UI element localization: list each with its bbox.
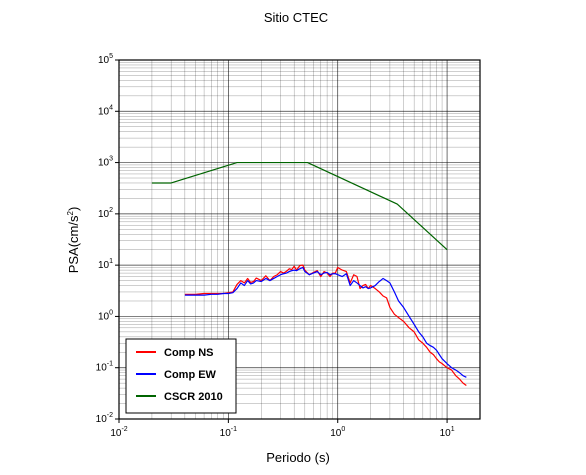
legend: Comp NS Comp EW CSCR 2010 <box>125 338 237 414</box>
y-tick-label: 103 <box>98 156 113 169</box>
x-tick-label: 10-2 <box>110 426 127 439</box>
x-tick-label: 10-1 <box>220 426 237 439</box>
legend-label-comp-ns: Comp NS <box>164 347 214 359</box>
y-tick-label: 10-1 <box>96 361 113 374</box>
series-group <box>151 161 467 386</box>
y-tick-label: 105 <box>98 53 113 66</box>
y-tick-label: 102 <box>98 207 113 220</box>
y-axis-label-base: PSA(cm/s <box>66 215 81 273</box>
y-axis-label-suffix: ) <box>66 207 81 211</box>
series-line-comp-ew <box>184 266 467 378</box>
plot-frame <box>118 59 481 420</box>
grid <box>118 60 481 420</box>
legend-label-comp-ew: Comp EW <box>164 369 217 381</box>
y-axis-label: PSA(cm/s2) <box>66 207 81 274</box>
y-tick-label: 10-2 <box>96 412 113 425</box>
legend-label-cscr-2010: CSCR 2010 <box>164 391 223 403</box>
y-tick-label: 101 <box>98 258 113 271</box>
ticks: 10-2 10-1 100 101 10-2 10-1 100 101 102 103 104 105 <box>96 53 455 439</box>
y-tick-label: 100 <box>98 309 113 322</box>
x-tick-label: 100 <box>330 426 345 439</box>
y-tick-label: 104 <box>98 104 113 117</box>
x-tick-label: 101 <box>440 426 455 439</box>
x-axis-label: Periodo (s) <box>266 450 330 465</box>
chart-title: Sitio CTEC <box>264 10 328 25</box>
y-axis-label-exponent: 2 <box>66 211 75 216</box>
series-line-cscr-2010 <box>151 161 448 251</box>
